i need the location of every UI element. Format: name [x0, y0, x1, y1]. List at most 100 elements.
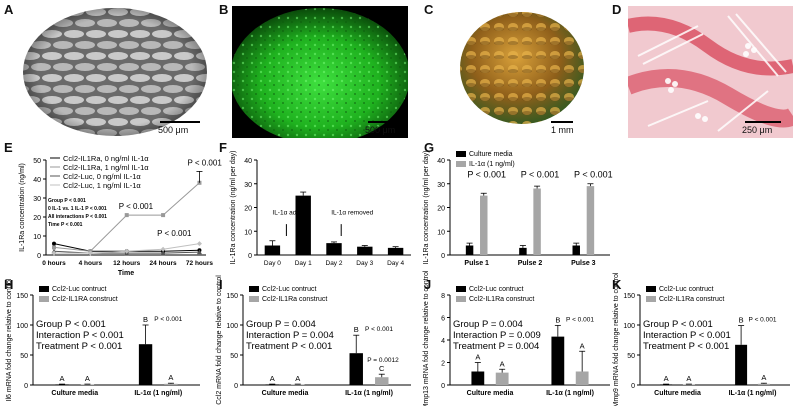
H-group-letter: A [168, 373, 173, 382]
G-bar [572, 245, 580, 255]
J-ytick-label: 0 [441, 383, 445, 390]
E-stat-text: Time P < 0.001 [48, 222, 83, 228]
panel-label-i: I [219, 277, 223, 292]
G-ylabel: IL-1Ra concentration (ng/ml per day) [423, 151, 430, 265]
J-group-letter: A [580, 341, 585, 350]
E-ytick-label: 0 [37, 253, 41, 260]
J-bar [575, 371, 589, 385]
K-ytick-label: 150 [623, 293, 635, 300]
E-point [160, 250, 166, 256]
E-series-line [54, 243, 200, 254]
E-annotation: P < 0.001 [187, 158, 222, 167]
H-bar [80, 384, 95, 385]
J-group-letter: B [555, 315, 560, 324]
J-annotation: P < 0.001 [566, 316, 594, 323]
H-ytick-label: 50 [20, 353, 28, 360]
G-annotation: P < 0.001 [574, 169, 613, 179]
G-ytick-label: 10 [437, 229, 445, 236]
G-ytick-label: 0 [441, 253, 445, 260]
K-ytick-label: 0 [631, 383, 635, 390]
G-bar [533, 188, 541, 255]
E-x-tick-label: 12 hours [113, 260, 140, 267]
I-legend-label: Ccl2-Luc contruct [262, 286, 317, 293]
F-ytick-label: 40 [244, 158, 252, 165]
H-legend-label: Ccl2-Luc contruct [52, 286, 107, 293]
K-bar [735, 344, 748, 385]
I-group-letter: A [295, 374, 300, 383]
E-point [88, 249, 93, 254]
J-legend-swatch [456, 286, 466, 292]
H-ytick-label: 0 [24, 383, 28, 390]
K-bar [682, 384, 695, 385]
K-legend-swatch [646, 286, 656, 292]
F-ytick-label: 10 [244, 229, 252, 236]
E-point [161, 213, 166, 218]
I-stat-text: Interaction P = 0.004 [246, 330, 334, 341]
K-ylabel: Mmp9 mRNA fold change relative to contro… [613, 272, 620, 406]
I-legend-swatch [249, 286, 259, 292]
H-legend-swatch [39, 296, 49, 302]
G-bar [519, 247, 527, 255]
E-point [196, 249, 202, 255]
G-bar [586, 186, 595, 255]
I-bar [375, 377, 389, 385]
K-group-letter: A [664, 374, 669, 383]
F-ytick-label: 0 [248, 253, 252, 260]
scaffold-sem-image [19, 6, 211, 138]
panel-label-h: H [4, 277, 14, 292]
K-legend-label: Ccl2-Luc contruct [659, 286, 714, 293]
panel-label-f: F [219, 140, 227, 155]
F-ytick-label: 30 [244, 182, 252, 189]
H-stat-text: Treatment P < 0.001 [36, 341, 122, 352]
H-annotation: P < 0.001 [154, 316, 182, 323]
G-ytick-label: 20 [437, 206, 445, 213]
E-point [124, 213, 129, 218]
F-annotation: IL-1α removed [331, 210, 373, 217]
E-x-tick-label: 72 hours [186, 260, 213, 267]
H-bar [164, 383, 178, 385]
I-ylabel: Ccl2 mRNA fold change relative to contro… [216, 275, 223, 405]
K-stat-text: Treatment P < 0.001 [643, 341, 729, 352]
I-group-letter: A [270, 374, 275, 383]
E-ytick-label: 40 [33, 177, 41, 184]
I-annotation: P < 0.001 [365, 326, 393, 333]
E-series-line [53, 243, 200, 252]
G-annotation: P < 0.001 [467, 169, 506, 179]
J-legend-label: Ccl2-Luc contruct [469, 286, 524, 293]
J-legend-swatch [456, 296, 466, 302]
G-legend-swatch [456, 161, 466, 167]
scale-label-a: 500 μm [158, 125, 189, 135]
panel-label-b: B [219, 2, 229, 17]
E-x-tick-label: 4 hours [79, 260, 103, 267]
H-x-tick-label: Culture media [51, 390, 98, 397]
E-ylabel: IL-1Ra concentration (ng/ml) [19, 163, 26, 252]
E-point [161, 249, 166, 254]
panel-label-d: D [612, 2, 622, 17]
E-point [51, 250, 57, 256]
E-point [88, 249, 93, 254]
H-ytick-label: 100 [16, 323, 28, 330]
H-ytick-label: 150 [16, 293, 28, 300]
I-ytick-label: 100 [226, 323, 238, 330]
H-group-letter: A [85, 374, 90, 383]
panel-label-a: A [4, 2, 14, 17]
G-bar [480, 195, 488, 255]
J-bar [551, 336, 565, 385]
E-point [52, 245, 56, 250]
J-stat-text: Interaction P = 0.009 [453, 330, 541, 341]
H-stat-text: Interaction P < 0.001 [36, 330, 124, 341]
F-bar [357, 246, 373, 255]
E-point [160, 246, 166, 252]
I-annotation: P = 0.0012 [367, 357, 399, 364]
scale-label-d: 250 μm [742, 125, 773, 135]
F-x-tick-label: Day 0 [264, 260, 281, 267]
F-annotation: IL-1α added [272, 210, 307, 217]
I-x-tick-label: Culture media [262, 390, 309, 397]
J-group-letter: A [475, 353, 480, 362]
I-x-tick-label: IL-1α (1 ng/ml) [345, 390, 393, 397]
E-point [52, 241, 56, 246]
H-bar [138, 344, 153, 385]
H-group-letter: A [60, 374, 65, 383]
E-legend-label: Ccl2-IL1Ra, 1 ng/ml IL-1α [63, 163, 149, 172]
K-stat-text: Interaction P < 0.001 [643, 330, 731, 341]
